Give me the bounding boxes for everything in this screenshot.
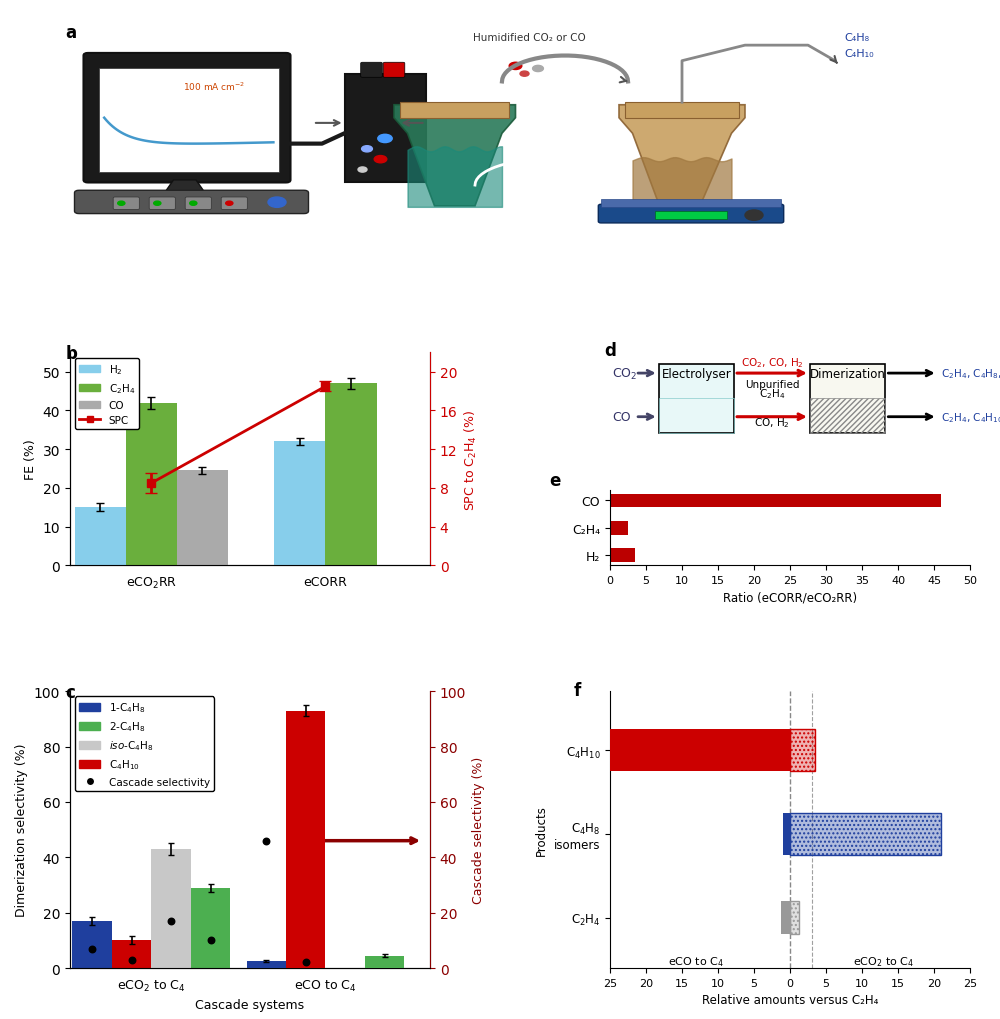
Point (258, 833, 274, 849)
Text: C$_2$H$_4$, C$_4$H$_{10}$: C$_2$H$_4$, C$_4$H$_{10}$ (941, 411, 1000, 424)
FancyBboxPatch shape (74, 192, 308, 214)
Point (298, 955, 314, 971)
Text: CO: CO (612, 411, 630, 424)
Circle shape (226, 202, 233, 206)
Bar (659, 399, 734, 433)
Point (203, 932, 219, 949)
FancyBboxPatch shape (221, 198, 247, 210)
Circle shape (358, 168, 367, 173)
Text: CO, H$_2$: CO, H$_2$ (754, 416, 790, 429)
Bar (247, 961, 286, 968)
Polygon shape (619, 106, 745, 207)
X-axis label: Relative amounts versus C₂H₄: Relative amounts versus C₂H₄ (702, 994, 878, 1007)
Y-axis label: Products: Products (535, 804, 548, 855)
Bar (610, 730, 790, 771)
Bar (126, 404, 177, 566)
Circle shape (745, 211, 763, 221)
Polygon shape (164, 180, 205, 194)
Bar (790, 901, 799, 934)
Legend: H$_2$, C$_2$H$_4$, CO, SPC: H$_2$, C$_2$H$_4$, CO, SPC (75, 359, 139, 430)
FancyBboxPatch shape (344, 74, 426, 183)
Bar (810, 399, 885, 433)
Text: a: a (66, 24, 77, 43)
FancyBboxPatch shape (99, 69, 279, 173)
Bar (790, 730, 815, 771)
Text: C₄H₁₀: C₄H₁₀ (844, 49, 874, 58)
Bar (610, 548, 635, 562)
Bar (286, 711, 325, 968)
Text: c: c (65, 683, 75, 701)
Bar (810, 365, 885, 433)
Text: eCO$_2$ to C$_4$: eCO$_2$ to C$_4$ (853, 954, 914, 968)
FancyBboxPatch shape (84, 54, 290, 183)
FancyBboxPatch shape (113, 198, 139, 210)
FancyBboxPatch shape (601, 200, 781, 208)
Bar (274, 442, 325, 566)
Y-axis label: Cascade selectivity (%): Cascade selectivity (%) (472, 756, 485, 904)
Polygon shape (400, 103, 509, 118)
Polygon shape (394, 106, 516, 207)
Bar (790, 730, 815, 771)
Point (124, 952, 140, 968)
Text: Electrolyser: Electrolyser (662, 367, 731, 380)
Bar (365, 956, 404, 968)
Text: 100 mA cm$^{-2}$: 100 mA cm$^{-2}$ (183, 81, 245, 93)
Circle shape (154, 202, 161, 206)
Y-axis label: Dimerization selectivity (%): Dimerization selectivity (%) (15, 743, 28, 916)
Circle shape (520, 72, 529, 77)
Y-axis label: SPC to C$_2$H$_4$ (%): SPC to C$_2$H$_4$ (%) (463, 409, 479, 511)
Bar (790, 813, 941, 855)
Bar (325, 384, 377, 566)
FancyBboxPatch shape (149, 198, 175, 210)
Text: C₄H₈: C₄H₈ (844, 33, 869, 43)
Text: CO$_2$, CO, H$_2$: CO$_2$, CO, H$_2$ (741, 356, 803, 370)
Circle shape (118, 202, 125, 206)
Legend: 1-C$_4$H$_8$, 2-C$_4$H$_8$, $iso$-C$_4$H$_8$, C$_4$H$_{10}$, Cascade selectivity: 1-C$_4$H$_8$, 2-C$_4$H$_8$, $iso$-C$_4$H… (75, 697, 214, 791)
Bar (783, 813, 790, 855)
Text: e: e (549, 472, 560, 490)
Text: d: d (605, 341, 616, 360)
Bar (112, 941, 151, 968)
Bar (781, 901, 790, 934)
FancyBboxPatch shape (598, 205, 784, 224)
Circle shape (374, 156, 387, 164)
Point (163, 913, 179, 929)
Bar (659, 365, 734, 433)
Text: Humidified CO₂ or CO: Humidified CO₂ or CO (473, 33, 585, 43)
Bar (610, 494, 941, 507)
Point (84, 941, 100, 957)
FancyBboxPatch shape (383, 63, 405, 78)
Circle shape (190, 202, 197, 206)
Bar (177, 471, 228, 566)
Circle shape (268, 198, 286, 208)
Bar (151, 849, 191, 968)
Bar (610, 522, 628, 535)
Text: C$_2$H$_4$: C$_2$H$_4$ (759, 386, 785, 400)
Circle shape (533, 66, 543, 72)
Bar (790, 813, 941, 855)
Text: f: f (574, 682, 581, 700)
Text: Dimerization: Dimerization (810, 367, 886, 380)
Text: CO$_2$: CO$_2$ (612, 366, 637, 381)
Text: eCO to C$_4$: eCO to C$_4$ (668, 954, 724, 968)
Text: C$_2$H$_4$, C$_4$H$_8$, C$_4$H$_{10}$: C$_2$H$_4$, C$_4$H$_8$, C$_4$H$_{10}$ (941, 367, 1000, 381)
Polygon shape (625, 103, 739, 118)
Circle shape (378, 136, 392, 144)
Text: Unpurified gases: Unpurified gases (506, 201, 588, 211)
Text: Unpurified: Unpurified (745, 379, 799, 389)
Circle shape (509, 63, 522, 70)
Bar (75, 507, 126, 566)
FancyBboxPatch shape (185, 198, 211, 210)
Bar (72, 921, 112, 968)
FancyBboxPatch shape (361, 63, 382, 78)
Text: b: b (65, 344, 77, 363)
Bar (790, 901, 799, 934)
Bar (191, 888, 230, 968)
FancyBboxPatch shape (655, 212, 727, 219)
Circle shape (362, 147, 372, 153)
Y-axis label: FE (%): FE (%) (24, 439, 37, 480)
X-axis label: Ratio (eCORR/eCO₂RR): Ratio (eCORR/eCO₂RR) (723, 591, 857, 604)
X-axis label: Cascade systems: Cascade systems (195, 999, 305, 1012)
